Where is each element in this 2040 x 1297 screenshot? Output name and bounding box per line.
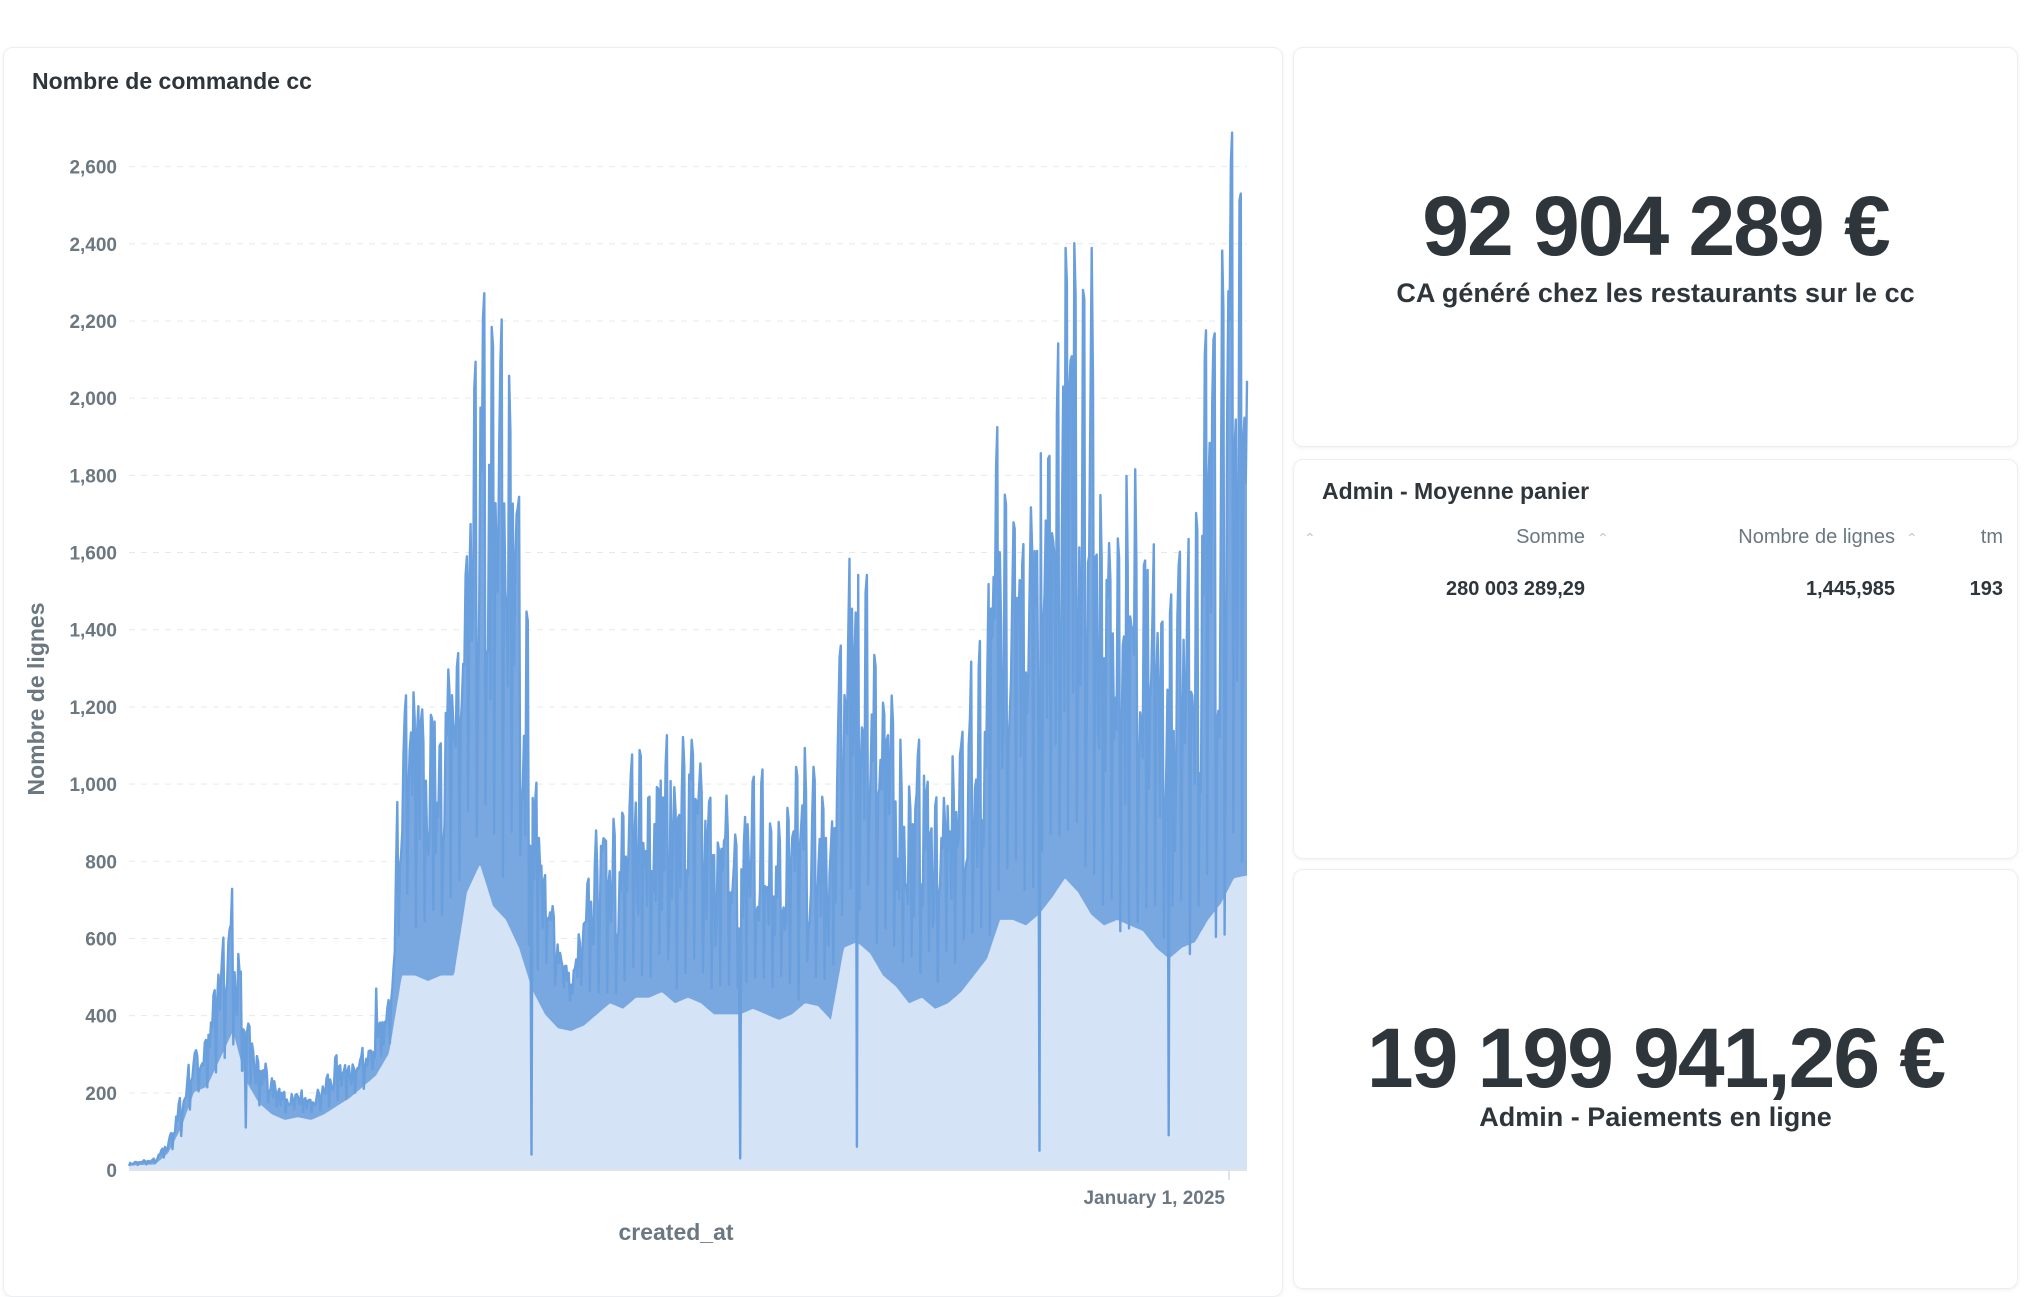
y-tick-label: 200 (85, 1084, 117, 1105)
area-chart: 0 200 400 600 800 1,000 1,200 1,400 1,600 1,800 2,… (23, 131, 1249, 1245)
payments-value: 19 199 941,26 € (1366, 1011, 1946, 1105)
y-tick-label: 2,600 (69, 158, 117, 179)
table-cell: 280 003 289,29 (1445, 578, 1585, 600)
series-line (127, 131, 1249, 1167)
sort-caret-icon[interactable]: ⌃ (1597, 530, 1609, 546)
chart-title[interactable]: Nombre de commande cc (32, 68, 312, 94)
y-tick-label: 2,400 (69, 235, 117, 256)
y-tick-label: 1,000 (69, 775, 117, 796)
y-tick-label: 1,200 (69, 698, 117, 719)
payments-label[interactable]: Admin - Paiements en ligne (1479, 1102, 1832, 1132)
column-header-nombre-de-lignes[interactable]: Nombre de lignes (1738, 526, 1895, 548)
table-cell: 193 (1969, 578, 2003, 600)
ca-scalar-card: 92 904 289 € CA généré chez les restaura… (1293, 47, 2018, 447)
average-basket-card: Admin - Moyenne panier ⌃ Somme ⌃ Nombre … (1293, 459, 2018, 859)
column-header-somme[interactable]: Somme (1516, 526, 1585, 548)
x-axis-title: created_at (618, 1219, 733, 1245)
y-tick-label: 1,600 (69, 544, 117, 565)
y-tick-label: 2,000 (69, 389, 117, 410)
y-tick-label: 400 (85, 1007, 117, 1028)
y-axis-title: Nombre de lignes (23, 603, 49, 796)
table-title[interactable]: Admin - Moyenne panier (1322, 478, 1590, 504)
x-tick-label: January 1, 2025 (1083, 1188, 1225, 1209)
y-tick-label: 2,200 (69, 312, 117, 333)
sort-caret-icon[interactable]: ⌃ (1304, 530, 1316, 546)
payments-scalar-card: 19 199 941,26 € Admin - Paiements en lig… (1293, 869, 2018, 1289)
y-tick-label: 0 (106, 1161, 117, 1182)
area-fill-light (129, 865, 1247, 1170)
sort-caret-icon[interactable]: ⌃ (1906, 530, 1918, 546)
series-band (129, 132, 1247, 1166)
ca-value: 92 904 289 € (1422, 179, 1890, 273)
ca-label[interactable]: CA généré chez les restaurants sur le cc (1396, 278, 1915, 308)
chart-card: Nombre de commande cc 0 200 400 600 800 1,000… (3, 47, 1283, 1297)
table-cell: 1,445,985 (1806, 578, 1895, 600)
chart-area (127, 131, 1249, 1170)
y-tick-label: 600 (85, 929, 117, 950)
y-tick-label: 1,800 (69, 466, 117, 487)
x-axis-ticks: January 1, 2025 (1083, 1170, 1230, 1209)
y-axis-ticks: 0 200 400 600 800 1,000 1,200 1,400 1,600 1,800 2,… (69, 158, 117, 1182)
y-tick-label: 1,400 (69, 621, 117, 642)
column-header-tm[interactable]: tm (1980, 526, 2003, 548)
y-tick-label: 800 (85, 852, 117, 873)
